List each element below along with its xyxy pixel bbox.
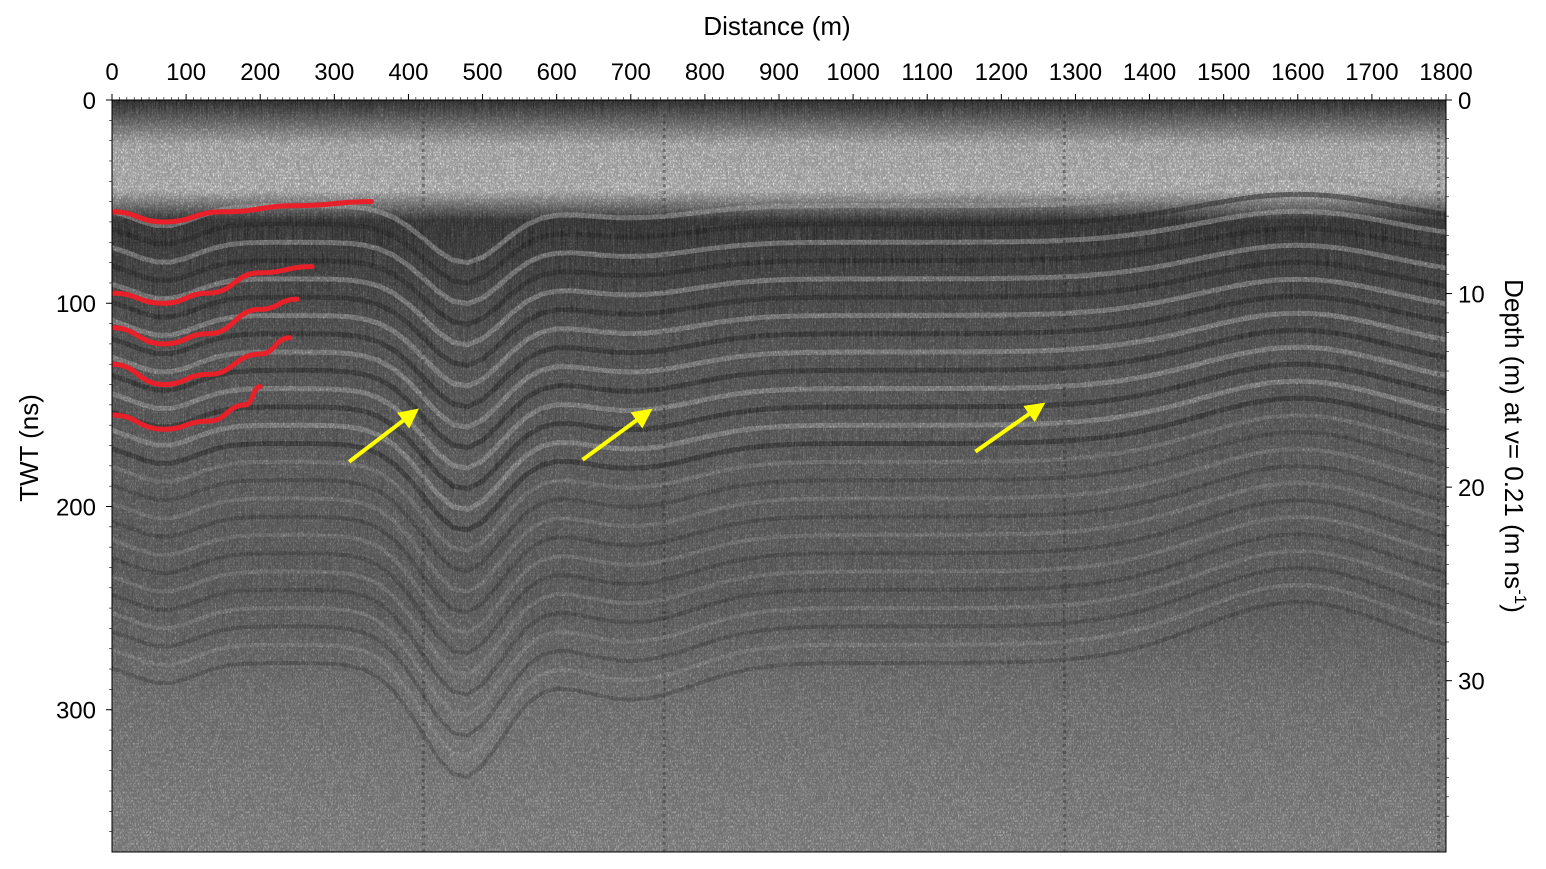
y-axis-label: TWT (ns): [14, 394, 44, 502]
x-tick-label: 0: [105, 59, 118, 86]
annotation-arrow: [581, 408, 653, 462]
x-tick-label: 900: [759, 59, 799, 86]
y2-tick-label: 0: [1458, 88, 1471, 115]
y-axis: 0 100 200 300: [56, 88, 112, 832]
x-tick-label: 1500: [1197, 59, 1250, 86]
x-tick-label: 1200: [975, 59, 1028, 86]
y2-axis: 0 10 20 30: [1446, 88, 1485, 817]
y2-tick-label: 30: [1458, 669, 1485, 696]
annotation-arrow: [347, 408, 420, 464]
traced-reflector-line: [112, 296, 300, 347]
y-tick-label: 200: [56, 494, 96, 521]
traced-reflector-line: [112, 199, 374, 225]
y2-axis-label-main: Depth (m) at v= 0.21 (m ns: [1499, 279, 1529, 589]
x-tick-label: 1100: [901, 59, 953, 86]
x-tick-label: 1600: [1271, 59, 1324, 86]
x-tick-label: 1000: [826, 59, 879, 86]
annotation-arrows: [347, 402, 1046, 464]
x-axis: 0 100 200 300 400 500 600 700 800 900 1000 1100 1200…: [105, 59, 1473, 100]
y-tick-label: 0: [83, 88, 96, 115]
traced-reflector-line: [112, 384, 263, 432]
x-tick-label: 1700: [1345, 59, 1398, 86]
radargram-speckle-texture: [112, 100, 1446, 852]
x-tick-label: 800: [685, 59, 725, 86]
traced-reflectors: [112, 199, 374, 432]
y2-axis-label-tail: ): [1499, 604, 1529, 613]
radargram-plot-area: [112, 100, 1446, 852]
x-tick-label: 1800: [1419, 59, 1472, 86]
x-tick-label: 1300: [1049, 59, 1102, 86]
x-tick-label: 300: [314, 59, 354, 86]
x-tick-label: 700: [611, 59, 651, 86]
annotation-arrow: [974, 402, 1046, 454]
traced-reflector-line: [112, 264, 315, 306]
y-tick-label: 300: [56, 698, 96, 725]
traced-reflector-line: [112, 335, 293, 388]
y-tick-label: 100: [56, 291, 96, 318]
y2-axis-label: Depth (m) at v= 0.21 (m ns-1): [1499, 279, 1530, 613]
x-tick-label: 400: [388, 59, 428, 86]
x-tick-label: 1400: [1123, 59, 1176, 86]
y2-tick-label: 20: [1458, 475, 1485, 502]
x-tick-label: 100: [166, 59, 206, 86]
y2-axis-label-superscript: -1: [1511, 589, 1530, 604]
x-tick-label: 600: [537, 59, 577, 86]
x-tick-label: 500: [463, 59, 503, 86]
x-axis-label: Distance (m): [703, 11, 850, 41]
y2-tick-label: 10: [1458, 282, 1485, 309]
x-tick-label: 200: [240, 59, 280, 86]
